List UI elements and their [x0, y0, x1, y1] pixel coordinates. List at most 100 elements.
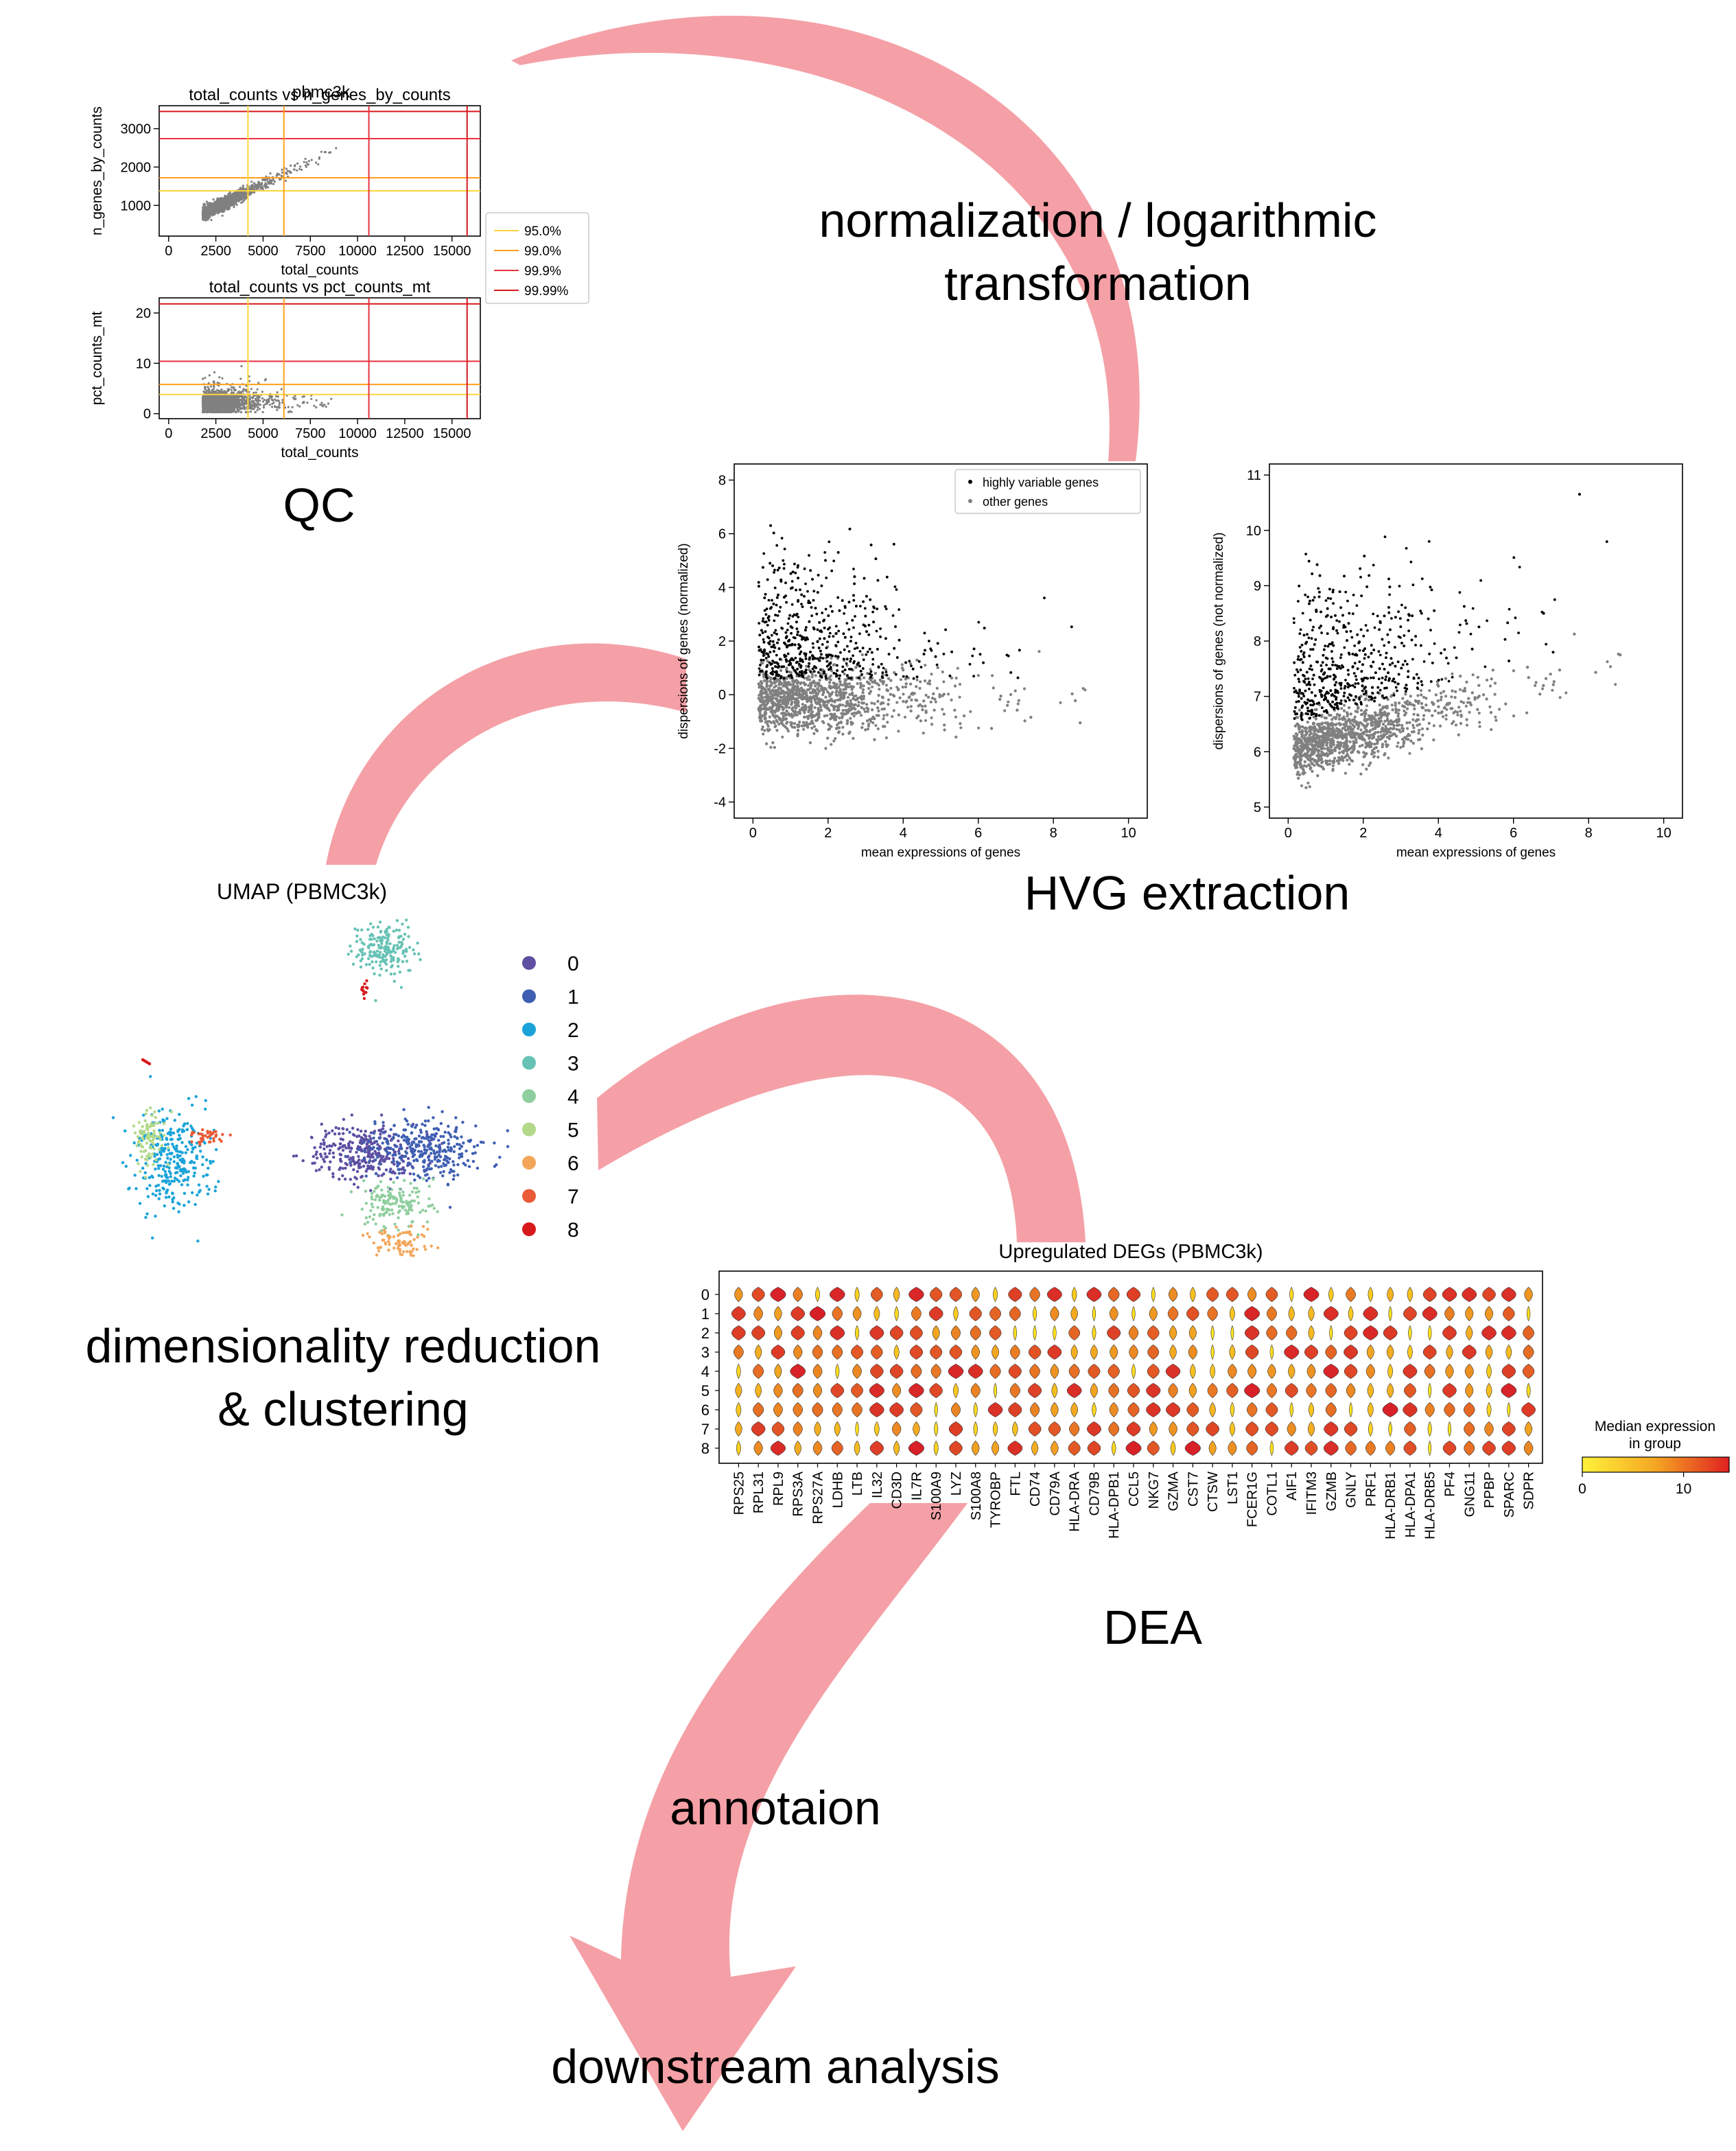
- hvg-left-other-gene-point: [930, 716, 933, 719]
- qc-plot2-cell-point: [258, 404, 261, 406]
- qc-plot2-cell-point: [257, 399, 259, 402]
- hvg-left-other-gene-point: [761, 692, 764, 695]
- hvg-left-other-gene-point: [806, 688, 809, 692]
- hvg-left-other-gene-point: [784, 700, 788, 704]
- qc-plot2-cell-point: [222, 404, 225, 407]
- qc-plot1-cell-point: [260, 184, 263, 187]
- hvg-left-other-gene-point: [861, 691, 865, 695]
- qc-plot2-cell-point: [327, 402, 330, 405]
- qc-plot2-cell-point: [231, 395, 234, 398]
- qc-plot1-ytick-label: 1000: [121, 198, 152, 213]
- qc-plot2-cell-point: [207, 390, 210, 393]
- hvg-left-ytick-label: 6: [718, 527, 726, 542]
- hvg-left-other-gene-point: [904, 677, 908, 681]
- hvg-left-other-gene-point: [795, 693, 798, 697]
- hvg-left-other-gene-point: [782, 691, 785, 695]
- qc-plot2-title: total_counts vs pct_counts_mt: [209, 278, 431, 297]
- hvg-left-other-gene-point: [941, 694, 944, 697]
- hvg-left-other-gene-point: [892, 709, 895, 712]
- qc-plot2-cell-point: [255, 391, 257, 394]
- hvg-left-other-gene-point: [849, 699, 852, 702]
- qc-plot1-cell-point: [259, 186, 262, 189]
- qc-plot2-cell-point: [255, 404, 257, 406]
- hvg-left-other-gene-point: [1079, 721, 1082, 725]
- qc-plot2-xtick-label: 12500: [386, 426, 424, 441]
- qc-plot1-cell-point: [202, 209, 206, 212]
- qc-plot1-cell-point: [229, 198, 232, 201]
- hvg-left-other-gene-point: [906, 706, 910, 709]
- hvg-left-other-gene-point: [798, 708, 802, 712]
- hvg-left-other-gene-point: [788, 714, 791, 717]
- arrow-qc-to-normalization: [511, 15, 1140, 461]
- qc-plot1-ylabel: n_genes_by_counts: [89, 106, 105, 235]
- qc-plot2-cell-point: [235, 397, 237, 399]
- qc-plot1-cell-point: [243, 191, 246, 194]
- hvg-left-other-gene-point: [779, 699, 783, 703]
- qc-plot1-xtick-label: 0: [165, 244, 172, 259]
- qc-plot1-cell-point: [267, 186, 270, 189]
- qc-plot1-cell-point: [202, 218, 205, 221]
- qc-plot2-cell-point: [261, 400, 265, 403]
- hvg-left-other-gene-point: [830, 704, 833, 707]
- qc-plot2-cell-point: [212, 388, 215, 391]
- hvg-left-other-gene-point: [915, 685, 918, 688]
- hvg-left-other-gene-point: [762, 732, 765, 736]
- hvg-left-other-gene-point: [950, 698, 953, 702]
- hvg-left-other-gene-point: [769, 695, 773, 699]
- qc-plot1-cell-point: [240, 201, 243, 204]
- hvg-left-other-gene-point: [873, 702, 876, 706]
- qc-plot2-cell-point: [319, 404, 322, 406]
- hvg-left-other-gene-point: [812, 714, 816, 718]
- hvg-left-other-gene-point: [793, 722, 797, 725]
- hvg-left-other-gene-point: [780, 705, 784, 709]
- qc-plot1-cell-point: [218, 199, 220, 202]
- hvg-left-other-gene-point: [876, 706, 880, 710]
- hvg-left-other-gene-point: [942, 712, 946, 716]
- hvg-left-other-gene-point: [856, 704, 860, 708]
- qc-plot1-cell-point: [301, 168, 303, 171]
- qc-plot1-cell-point: [261, 178, 264, 181]
- hvg-left-other-gene-point: [841, 725, 845, 729]
- hvg-left-other-gene-point: [859, 682, 863, 685]
- hvg-left-other-gene-point: [810, 710, 814, 714]
- hvg-left-other-gene-point: [882, 680, 886, 684]
- hvg-left-other-gene-point: [808, 708, 812, 712]
- hvg-left-other-gene-point: [878, 688, 881, 691]
- hvg-left-other-gene-point: [901, 686, 904, 689]
- hvg-left-other-gene-point: [798, 720, 801, 724]
- qc-plot2-cell-point: [237, 391, 240, 393]
- hvg-left-other-gene-point: [898, 696, 902, 699]
- qc-plot2-cell-point: [248, 405, 251, 408]
- qc-plot1-cell-point: [211, 211, 214, 214]
- qc-plot2-cell-point: [215, 390, 218, 393]
- hvg-left-other-gene-point: [804, 723, 807, 727]
- hvg-left-other-gene-point: [893, 695, 896, 698]
- qc-plot2-cell-point: [208, 395, 211, 397]
- qc-plot2-cell-point: [209, 398, 211, 401]
- hvg-left-other-gene-point: [773, 680, 776, 684]
- qc-plot1-cell-point: [298, 167, 301, 170]
- qc-plot1-cell-point: [207, 218, 209, 221]
- hvg-left-other-gene-point: [852, 714, 856, 718]
- hvg-left-other-gene-point: [825, 714, 829, 717]
- qc-plot2-cell-point: [270, 395, 273, 398]
- qc-plot1-cell-point: [250, 185, 253, 188]
- arrow-dea-to-downstream: [570, 1503, 967, 2131]
- hvg-left-ytick-label: 0: [718, 688, 726, 703]
- hvg-left-other-gene-point: [889, 686, 893, 690]
- hvg-left-other-gene-point: [918, 703, 922, 706]
- hvg-left-other-gene-point: [803, 715, 806, 719]
- qc-plot1-xtick-label: 7500: [295, 244, 326, 259]
- hvg-left-other-gene-point: [889, 679, 893, 682]
- qc-plot2-cell-point: [252, 400, 255, 404]
- qc-plot2-cell-point: [234, 406, 237, 409]
- hvg-left-other-gene-point: [844, 704, 847, 708]
- qc-plot2-cell-point: [214, 409, 217, 412]
- qc-plot2-cell-point: [235, 400, 238, 404]
- hvg-left-other-gene-point: [769, 721, 773, 724]
- hvg-left-other-gene-point: [760, 728, 764, 731]
- hvg-left-other-gene-point: [801, 693, 805, 696]
- qc-plot2-cell-point: [218, 376, 221, 379]
- qc-plot2-cell-point: [248, 380, 251, 382]
- qc-plot1-cell-point: [310, 159, 313, 161]
